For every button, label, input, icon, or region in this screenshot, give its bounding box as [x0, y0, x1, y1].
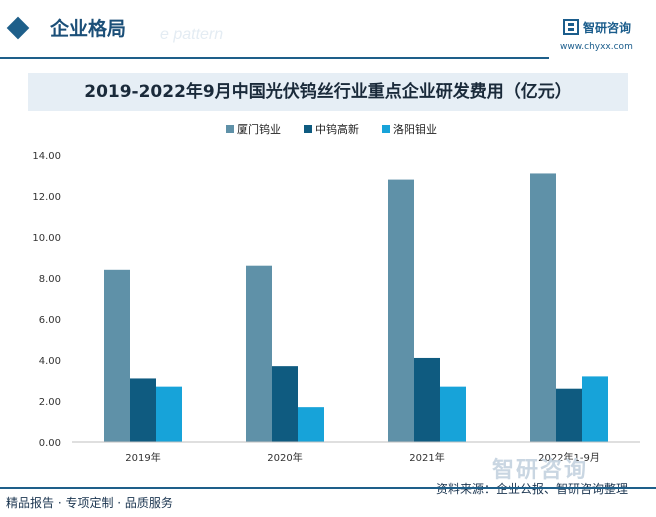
source-note: 资料来源：企业公报、智研咨询整理 — [436, 482, 629, 496]
y-tick-label-0: 0.00 — [39, 438, 61, 449]
y-tick-label-5: 10.00 — [32, 233, 61, 244]
header-divider — [0, 57, 549, 59]
legend-swatch-0 — [226, 125, 234, 133]
watermark-brand: 智研咨询 — [492, 458, 589, 483]
bar-0-1 — [246, 265, 272, 442]
x-tick-label-2: 2021年 — [409, 451, 444, 464]
y-tick-label-6: 12.00 — [32, 192, 61, 203]
x-axis: 2019年 2020年 2021年 2022年1-9月 — [72, 441, 640, 464]
logo-text: 智研咨询 — [583, 21, 632, 35]
bar-1-3 — [556, 388, 582, 442]
bar-2-3 — [582, 376, 608, 442]
diamond-icon — [6, 16, 30, 40]
header: 企业格局 e pattern 智研咨询 www.chyxx.com — [0, 0, 656, 62]
bar-1-0 — [130, 378, 156, 442]
chart: 厦门钨业 中钨高新 洛阳钼业 0.00 2.00 4.00 6.00 8.00 10.00 12… — [32, 122, 640, 464]
x-tick-label-3: 2022年1-9月 — [538, 451, 600, 464]
bar-2-1 — [298, 407, 324, 442]
y-axis: 0.00 2.00 4.00 6.00 8.00 10.00 12.00 14.00 — [32, 151, 61, 449]
chart-title: 2019-2022年9月中国光伏钨丝行业重点企业研发费用（亿元） — [84, 82, 572, 102]
logo-icon — [563, 19, 579, 35]
footer-divider — [0, 487, 656, 489]
legend-label-2: 洛阳钼业 — [393, 122, 437, 136]
legend-swatch-1 — [304, 125, 312, 133]
y-tick-label-1: 2.00 — [39, 397, 61, 408]
legend-swatch-2 — [382, 125, 390, 133]
bar-2-2 — [440, 386, 466, 442]
bar-1-2 — [414, 357, 440, 442]
y-tick-label-7: 14.00 — [32, 151, 61, 162]
y-tick-label-3: 6.00 — [39, 315, 61, 326]
legend: 厦门钨业 中钨高新 洛阳钼业 — [226, 122, 437, 136]
bars — [104, 173, 608, 442]
y-tick-label-4: 8.00 — [39, 274, 61, 285]
logo-url: www.chyxx.com — [560, 42, 633, 52]
legend-label-1: 中钨高新 — [315, 122, 359, 136]
x-tick-label-1: 2020年 — [267, 451, 302, 464]
section-title: 企业格局 — [50, 18, 127, 40]
footer-slogan: 精品报告 · 专项定制 · 品质服务 — [6, 496, 173, 510]
legend-label-0: 厦门钨业 — [237, 122, 281, 136]
bar-1-1 — [272, 366, 298, 442]
bar-0-3 — [530, 173, 556, 442]
bar-0-0 — [104, 269, 130, 442]
bar-0-2 — [388, 179, 414, 442]
section-subtitle-ghost: e pattern — [160, 26, 224, 43]
y-tick-label-2: 4.00 — [39, 356, 61, 367]
x-tick-label-0: 2019年 — [125, 451, 160, 464]
chart-title-background — [28, 73, 628, 111]
bar-2-0 — [156, 386, 182, 442]
